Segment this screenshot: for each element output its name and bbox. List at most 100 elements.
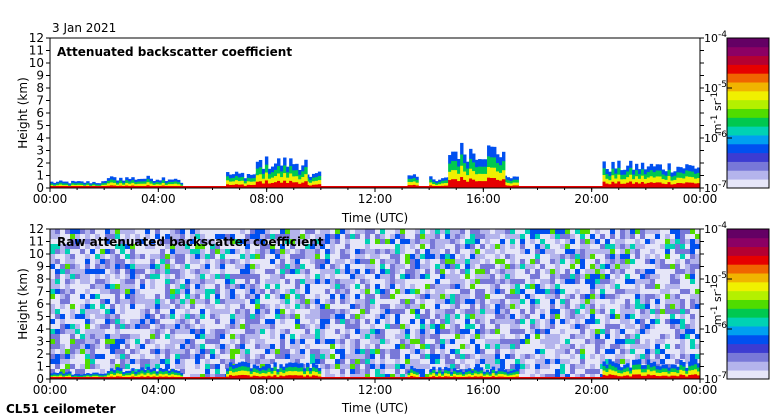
noise-cell	[675, 314, 681, 320]
noise-cell	[75, 354, 81, 360]
noise-cell	[270, 269, 276, 275]
noise-cell	[125, 279, 131, 285]
noise-cell	[210, 309, 216, 315]
noise-cell	[215, 304, 221, 310]
backscatter-column	[469, 158, 473, 169]
backscatter-column	[255, 174, 260, 182]
noise-cell	[155, 309, 161, 315]
noise-cell	[430, 259, 436, 265]
noise-cell	[610, 234, 616, 240]
noise-cell	[515, 294, 521, 300]
noise-cell	[315, 284, 321, 290]
noise-cell	[615, 259, 621, 265]
noise-cell	[320, 354, 326, 360]
noise-cell	[520, 304, 526, 310]
noise-cell	[355, 234, 361, 240]
noise-cell	[115, 344, 121, 350]
noise-cell	[150, 294, 156, 300]
noise-cell	[250, 229, 256, 235]
noise-cell	[120, 344, 126, 350]
noise-cell	[160, 349, 166, 355]
noise-cell	[415, 249, 421, 255]
backscatter-column	[457, 180, 461, 189]
noise-cell	[185, 254, 191, 260]
noise-cell	[320, 344, 326, 350]
noise-cell	[325, 294, 331, 300]
noise-cell	[445, 364, 451, 370]
noise-cell	[445, 284, 451, 290]
noise-cell	[680, 324, 686, 330]
noise-cell	[575, 249, 581, 255]
backscatter-column	[694, 183, 698, 189]
backscatter-column	[697, 182, 701, 189]
noise-cell	[245, 254, 251, 260]
backscatter-column	[246, 177, 251, 182]
backscatter-column	[685, 170, 689, 177]
noise-cell	[155, 329, 161, 335]
noise-cell	[385, 264, 391, 270]
noise-cell	[540, 239, 546, 245]
backscatter-column	[512, 179, 516, 183]
noise-cell	[200, 314, 206, 320]
noise-cell	[550, 309, 556, 315]
noise-cell	[475, 239, 481, 245]
backscatter-column	[270, 171, 275, 178]
noise-cell	[160, 284, 166, 290]
noise-cell	[625, 239, 631, 245]
noise-cell	[170, 274, 176, 280]
noise-cell	[380, 334, 386, 340]
noise-cell	[105, 239, 111, 245]
noise-cell	[355, 314, 361, 320]
noise-cell	[70, 349, 76, 355]
noise-cell	[195, 274, 201, 280]
backscatter-column	[637, 183, 642, 189]
noise-cell	[70, 234, 76, 240]
noise-cell	[440, 304, 446, 310]
noise-cell	[255, 324, 261, 330]
noise-cell	[390, 264, 396, 270]
noise-cell	[320, 279, 326, 285]
noise-cell	[425, 304, 431, 310]
noise-cell	[640, 239, 646, 245]
noise-cell	[615, 339, 621, 345]
noise-cell	[120, 364, 126, 370]
noise-cell	[415, 339, 421, 345]
noise-cell	[140, 289, 146, 295]
noise-cell	[525, 349, 531, 355]
noise-cell	[580, 314, 586, 320]
noise-cell	[540, 324, 546, 330]
noise-cell	[245, 299, 251, 305]
noise-cell	[390, 299, 396, 305]
y-tick-label: 10	[29, 56, 44, 70]
backscatter-column	[466, 174, 470, 182]
noise-cell	[205, 234, 211, 240]
noise-cell	[640, 244, 646, 250]
noise-cell	[645, 239, 651, 245]
noise-cell	[115, 264, 121, 270]
noise-cell	[300, 324, 306, 330]
noise-cell	[455, 249, 461, 255]
noise-cell	[485, 339, 491, 345]
noise-cell	[270, 304, 276, 310]
noise-cell	[480, 344, 486, 350]
noise-cell	[580, 364, 586, 370]
noise-cell	[520, 354, 526, 360]
noise-cell	[285, 359, 291, 365]
noise-cell	[90, 294, 96, 300]
backscatter-column	[243, 178, 248, 181]
noise-cell	[620, 244, 626, 250]
noise-cell	[495, 334, 501, 340]
noise-cell	[370, 354, 376, 360]
noise-cell	[300, 279, 306, 285]
noise-cell	[580, 324, 586, 330]
backscatter-column	[444, 177, 448, 181]
backscatter-column	[125, 182, 129, 186]
noise-cell	[385, 239, 391, 245]
noise-cell	[420, 289, 426, 295]
noise-cell	[50, 229, 56, 235]
noise-cell	[300, 264, 306, 270]
noise-cell	[460, 284, 466, 290]
backscatter-column	[56, 372, 60, 375]
noise-cell	[235, 319, 241, 325]
noise-cell	[360, 354, 366, 360]
